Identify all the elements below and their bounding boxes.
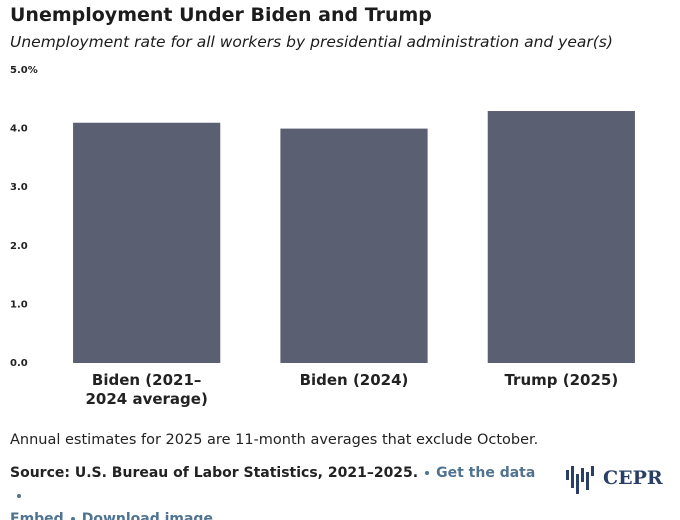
y-tick-label: 5.0% <box>10 65 38 76</box>
chart-subtitle: Unemployment rate for all workers by pre… <box>10 33 613 51</box>
x-tick-label: Biden (2024) <box>299 371 409 389</box>
y-tick-label: 2.0 <box>10 241 28 252</box>
separator <box>17 494 21 498</box>
bar <box>73 122 221 364</box>
y-tick-label: 4.0 <box>10 124 28 135</box>
y-tick-label: 3.0 <box>10 182 28 193</box>
source-line: Source: U.S. Bureau of Labor Statistics,… <box>10 462 550 520</box>
x-tick-label: Trump (2025) <box>504 371 619 389</box>
y-tick-label: 0.0 <box>10 358 28 369</box>
bar <box>487 111 635 364</box>
link[interactable]: Embed <box>10 511 64 520</box>
chart-title: Unemployment Under Biden and Trump <box>10 4 432 26</box>
bar <box>280 128 428 363</box>
separator <box>70 517 75 520</box>
footnote: Annual estimates for 2025 are 11-month a… <box>10 432 539 448</box>
separator <box>425 471 430 475</box>
logo-icon <box>566 466 594 494</box>
source: Source: U.S. Bureau of Labor Statistics,… <box>10 465 419 481</box>
link[interactable]: Get the data <box>436 465 536 481</box>
x-tick-label: Biden (2021–2024 average) <box>85 371 208 408</box>
y-tick-label: 1.0 <box>10 299 28 310</box>
logo: CEPR <box>603 467 663 489</box>
link[interactable]: Download image <box>81 511 213 520</box>
